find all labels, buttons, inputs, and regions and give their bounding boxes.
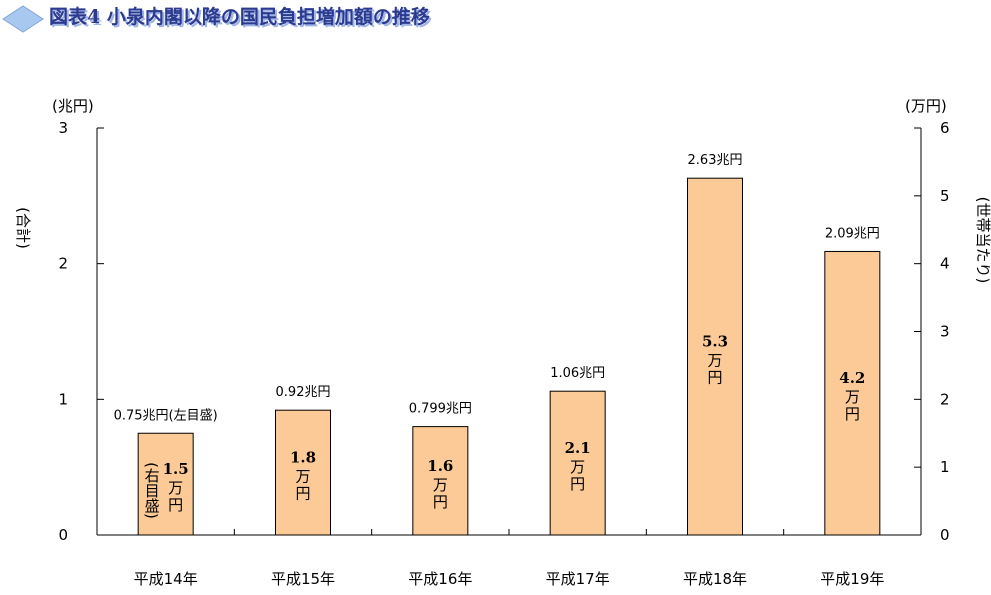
bar [412, 426, 469, 536]
bar-household-unit-char: 円 [433, 493, 448, 511]
chart-title: 図表4 小泉内閣以降の国民負担増加額の推移 [49, 5, 430, 28]
chart-title-shadow: 図表4 小泉内閣以降の国民負担増加額の推移 [51, 7, 432, 30]
bar-total-label: 0.799兆円 [409, 402, 472, 417]
bar-household-unit-char: 万 [295, 468, 310, 486]
bar-total-label: 0.92兆円 [276, 385, 331, 400]
bar-household-unit-char: 円 [570, 475, 585, 493]
bar-household-unit-char: 円 [707, 369, 722, 387]
left-axis-label: (合計) [14, 207, 32, 249]
bar-household-unit-char: 万 [845, 388, 860, 406]
right-axis-unit: (万円) [905, 97, 947, 115]
category-label: 平成16年 [408, 570, 472, 588]
bar-household-value: 4.2 [839, 369, 865, 387]
category-label: 平成15年 [271, 570, 335, 588]
bar-household-unit-char: 万 [433, 476, 448, 494]
first-bar-note: (右目盛) [143, 462, 161, 519]
bar [275, 409, 331, 536]
left-tick-label: 2 [58, 255, 68, 273]
bar-total-label: 1.06兆円 [550, 366, 605, 381]
bar [824, 250, 881, 536]
right-tick-label: 0 [940, 526, 950, 544]
bar-household-unit-char: 円 [845, 405, 860, 423]
bar-household-value: 1.6 [427, 457, 453, 475]
bar-household-unit-char: 円 [295, 485, 310, 503]
bar-total-label: 2.63兆円 [688, 153, 743, 168]
bar-series: 0.75兆円(左目盛)1.5万円万円(右目盛)0.92兆円1.8万円万円0.79… [114, 153, 881, 536]
category-label: 平成17年 [546, 570, 610, 588]
bar-household-unit-char: 万 [707, 352, 722, 370]
bar-household-value: 1.8 [290, 449, 316, 467]
category-label: 平成18年 [683, 570, 747, 588]
right-tick-label: 5 [940, 187, 950, 205]
category-label: 平成14年 [134, 570, 198, 588]
bar [137, 432, 194, 536]
right-axis-label: (世帯当たり) [974, 197, 991, 284]
right-tick-label: 3 [940, 323, 950, 341]
bar-household-unit-char: 万 [570, 458, 585, 476]
right-axis-ticks: 0 1 2 3 4 5 6 [914, 119, 950, 544]
bar-total-label: 0.75兆円(左目盛) [114, 408, 218, 423]
right-tick-label: 4 [940, 255, 950, 273]
title-area: 図表4 小泉内閣以降の国民負担増加額の推移 図表4 小泉内閣以降の国民負担増加額… [2, 5, 432, 33]
left-tick-label: 3 [58, 119, 68, 137]
bar [687, 177, 743, 536]
right-tick-label: 2 [940, 390, 950, 408]
right-tick-label: 1 [940, 458, 950, 476]
diamond-badge-icon [2, 5, 44, 33]
bar-household-value: 5.3 [702, 333, 728, 351]
left-tick-label: 1 [58, 390, 68, 408]
left-axis-unit: (兆円) [52, 97, 94, 115]
x-axis-ticks [233, 529, 785, 535]
bar-household-value: 2.1 [565, 439, 591, 457]
bar-total-label: 2.09兆円 [825, 226, 880, 241]
right-tick-label: 6 [940, 119, 950, 137]
bar [549, 390, 606, 536]
category-label: 平成19年 [820, 570, 884, 588]
bar-household-value: 1.5 [163, 460, 189, 478]
left-tick-label: 0 [58, 526, 68, 544]
bar-household-unit-char: 円 [168, 496, 183, 514]
left-axis-ticks: 0 1 2 3 [58, 119, 104, 544]
category-labels: 平成14年 平成15年 平成16年 平成17年 平成18年 平成19年 [134, 570, 885, 588]
bar-household-unit-char: 万 [168, 479, 183, 497]
